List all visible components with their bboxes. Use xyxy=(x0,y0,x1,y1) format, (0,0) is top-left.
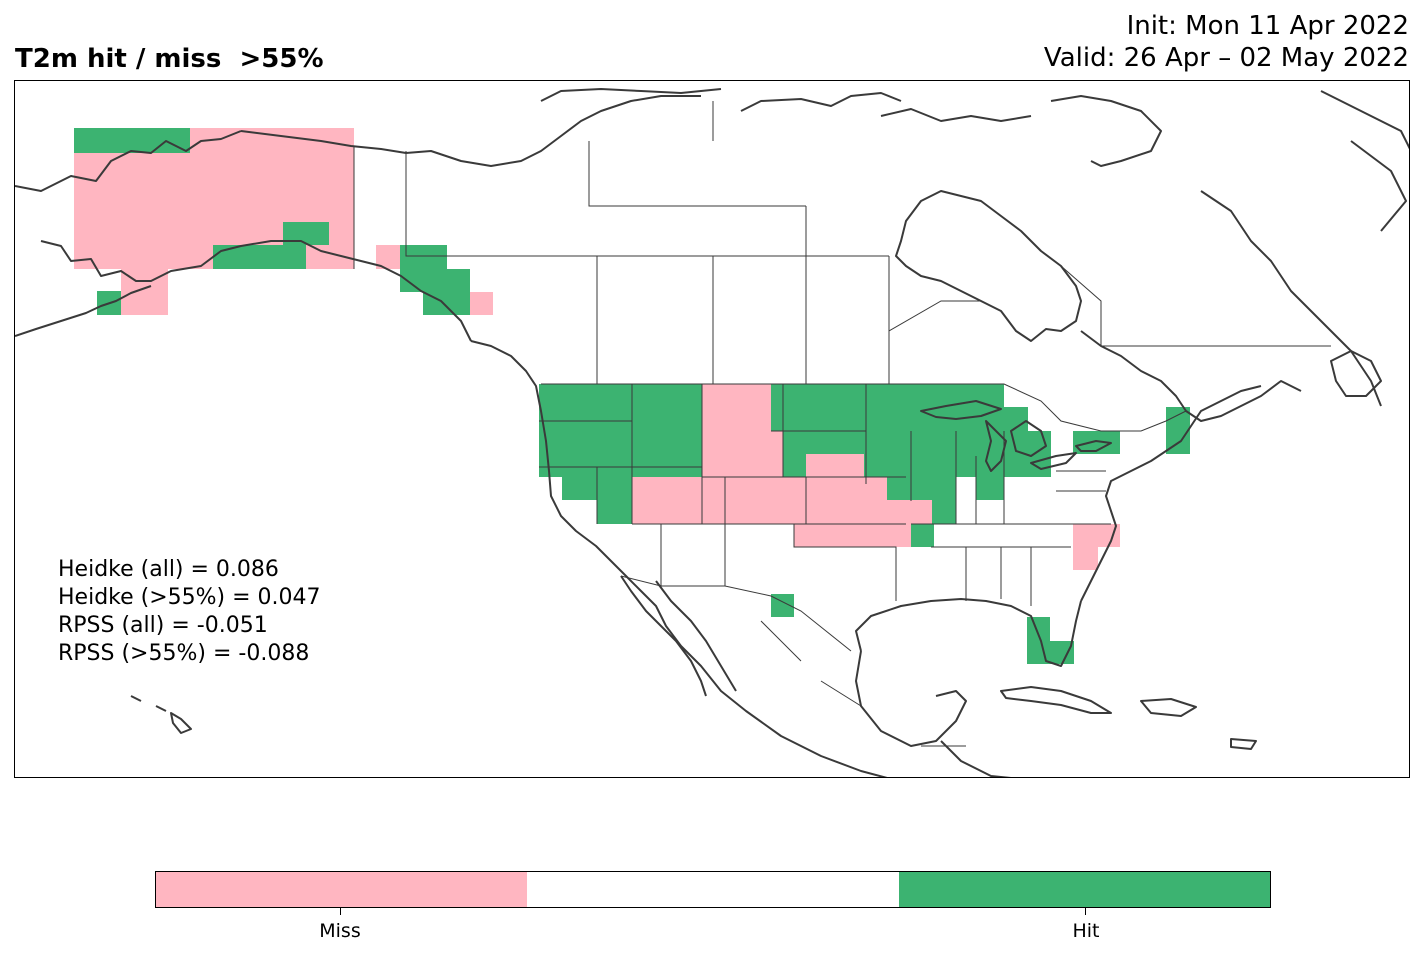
hit-cell xyxy=(597,477,632,524)
miss-cell xyxy=(794,524,911,547)
map-svg xyxy=(15,88,1409,777)
colorbar-label-hit: Hit xyxy=(1072,920,1100,942)
hit-cell xyxy=(562,477,597,500)
hit-cell xyxy=(400,245,447,269)
rpss-55: RPSS (>55%) = -0.088 xyxy=(58,641,310,666)
coastlines xyxy=(15,88,1409,777)
miss-cell xyxy=(806,454,864,477)
colorbar xyxy=(155,871,1271,908)
miss-cell xyxy=(632,477,887,524)
hit-cell xyxy=(771,384,1004,431)
colorbar-tick-hit xyxy=(1085,908,1086,915)
colorbar-hit-segment xyxy=(898,872,1270,907)
miss-cell xyxy=(702,384,771,431)
miss-cell xyxy=(887,500,932,524)
hit-cell xyxy=(74,128,190,153)
init-date: Init: Mon 11 Apr 2022 xyxy=(1126,11,1409,41)
miss-cell xyxy=(1073,524,1120,547)
map-panel xyxy=(14,80,1410,778)
rpss-all: RPSS (all) = -0.051 xyxy=(58,613,268,638)
hit-cell xyxy=(783,454,806,477)
hit-cell xyxy=(887,477,956,500)
hit-cell xyxy=(1166,407,1190,454)
hit-cell xyxy=(771,594,794,617)
miss-cell xyxy=(470,292,493,315)
colorbar-neutral-segment xyxy=(527,872,899,907)
heidke-55: Heidke (>55%) = 0.047 xyxy=(58,585,321,610)
hit-cell xyxy=(283,222,329,245)
hit-cell xyxy=(539,384,702,477)
date-info: Init: Mon 11 Apr 2022 Valid: 26 Apr – 02… xyxy=(1044,10,1409,74)
hit-cell xyxy=(1027,641,1074,664)
heidke-all: Heidke (all) = 0.086 xyxy=(58,557,279,582)
hit-cell xyxy=(1073,431,1120,454)
miss-cell xyxy=(702,431,783,477)
hit-cell xyxy=(400,269,470,292)
hit-cell xyxy=(911,524,934,547)
miss-cell xyxy=(1073,547,1098,570)
skill-scores: Heidke (all) = 0.086 Heidke (>55%) = 0.0… xyxy=(58,556,321,668)
hit-cell xyxy=(976,477,1004,500)
valid-date: Valid: 26 Apr – 02 May 2022 xyxy=(1043,43,1409,73)
colorbar-miss-segment xyxy=(156,872,528,907)
colorbar-label-miss: Miss xyxy=(319,920,361,942)
hit-cell xyxy=(783,431,1051,454)
political-borders xyxy=(353,101,1331,747)
hit-miss-grid xyxy=(74,128,1190,664)
hit-cell xyxy=(932,500,956,524)
map-title: T2m hit / miss >55% xyxy=(15,44,324,74)
hit-cell xyxy=(864,454,1051,477)
colorbar-tick-miss xyxy=(340,908,341,915)
